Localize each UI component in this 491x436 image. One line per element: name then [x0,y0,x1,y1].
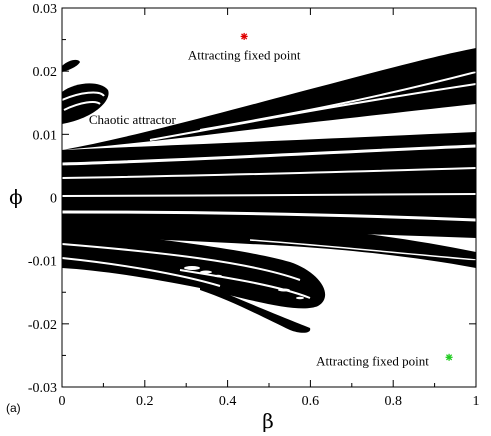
y-tick-label: 0 [50,192,57,207]
y-tick-label: 0.01 [33,128,58,143]
panel-label: (a) [6,401,21,415]
x-axis-ticks: 0 0.2 0.4 0.6 0.8 1 [59,8,480,409]
x-tick-label: 0.8 [384,394,402,409]
y-tick-label: -0.02 [28,318,57,333]
x-tick-label: 0.6 [302,394,320,409]
y-tick-label: 0.03 [33,2,58,17]
annotation-chaotic-attractor: Chaotic attractor [89,112,177,127]
fixed-point-markers [240,32,453,361]
annotation-lower-fixed-point: Attracting fixed point [316,354,429,369]
fixed-point-marker [445,353,453,361]
annotation-upper-fixed-point: Attracting fixed point [188,47,301,62]
x-tick-label: 0.4 [219,394,237,409]
x-tick-label: 0 [59,394,66,409]
y-tick-label: -0.01 [28,255,57,270]
attractor-upper-left-small-lobe [62,59,80,72]
y-tick-label: 0.02 [33,65,58,80]
fixed-point-marker [240,32,248,40]
y-tick-label: -0.03 [28,381,57,396]
attractor-white-loops [184,120,449,302]
attractor-upper-fan [62,48,476,150]
x-axis-title: β [262,409,274,433]
attractor-lower-tail [200,282,311,333]
chaotic-attractor-region [62,48,476,333]
y-axis-ticks: -0.03 -0.02 -0.01 0 0.01 0.02 0.03 [28,2,476,396]
x-tick-label: 1 [473,394,480,409]
attractor-white-gaps [62,71,476,299]
y-axis-title: ϕ [9,185,23,209]
x-tick-label: 0.2 [136,394,154,409]
